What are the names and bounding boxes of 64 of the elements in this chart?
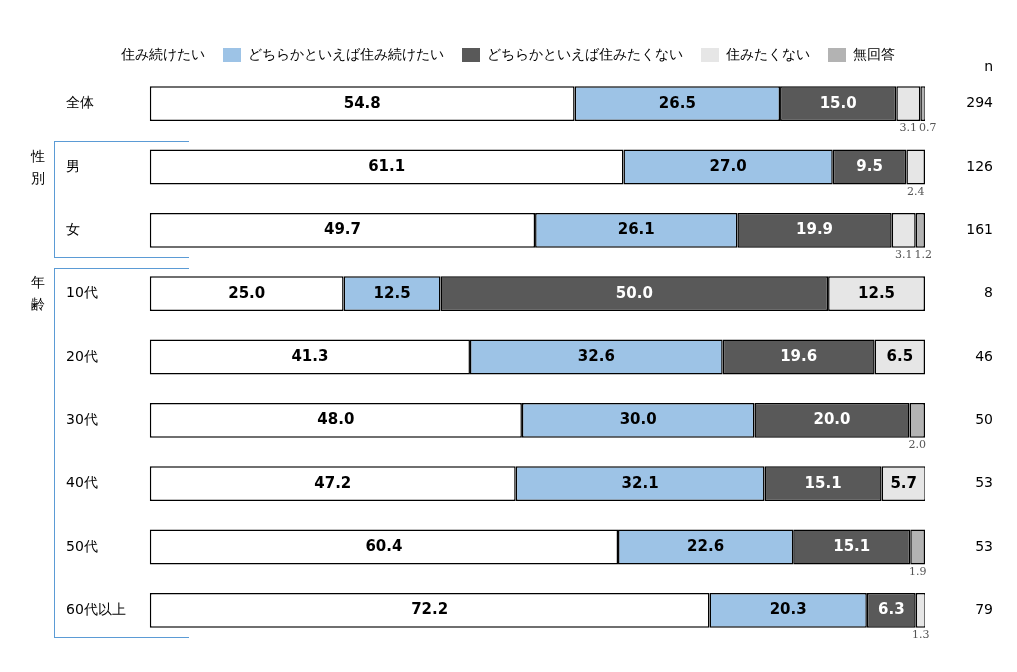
data-label: 19.9	[796, 220, 834, 239]
data-label: 26.1	[617, 220, 655, 239]
data-label: 3.1	[894, 248, 913, 262]
data-label: 72.2	[411, 600, 449, 619]
data-label: 15.0	[819, 93, 857, 112]
text: 126	[966, 157, 994, 174]
data-label: 9.5	[856, 156, 883, 175]
legend-label: どちらかといえば住みたくない	[487, 45, 683, 62]
text: 50	[975, 410, 993, 427]
y-tick-label: 50代	[66, 537, 98, 554]
y-tick-label: 女	[66, 220, 80, 237]
data-label: 32.1	[621, 473, 659, 492]
data-label: 12.5	[858, 283, 896, 302]
data-label: 5.7	[890, 473, 917, 492]
data-label: 6.3	[877, 600, 905, 619]
data-label: 1.2	[914, 248, 932, 262]
data-label: 1.3	[911, 628, 930, 642]
text: 294	[966, 94, 994, 111]
data-label: 12.5	[373, 283, 411, 302]
text: 8	[984, 284, 993, 301]
data-label: 27.0	[709, 156, 747, 175]
data-label: 61.1	[368, 156, 406, 175]
text: 年齢	[31, 274, 45, 313]
text: 性別	[30, 147, 45, 186]
data-label: 22.6	[687, 536, 725, 555]
text: n	[984, 58, 993, 75]
text: 53	[975, 474, 993, 491]
data-label: 0.7	[919, 121, 937, 135]
y-tick-label: 20代	[66, 347, 98, 364]
data-label: 20.0	[813, 410, 851, 429]
y-tick-label: 60代以上	[66, 600, 126, 617]
y-tick-label: 30代	[66, 410, 98, 427]
data-label: 49.7	[323, 220, 361, 239]
data-label: 19.6	[780, 346, 818, 365]
data-label: 15.1	[804, 473, 842, 492]
data-label: 41.3	[291, 346, 329, 365]
legend-label: 無回答	[853, 45, 895, 62]
data-label: 32.6	[577, 346, 615, 365]
text: 161	[966, 220, 993, 237]
y-tick-label: 10代	[66, 284, 98, 301]
data-label: 15.1	[833, 536, 871, 555]
text: 53	[975, 537, 993, 554]
data-label: 50.0	[615, 283, 653, 302]
data-label: 2.0	[908, 438, 926, 452]
data-label: 1.9	[908, 564, 927, 578]
data-label: 47.2	[314, 473, 352, 492]
y-tick-label: 全体	[66, 94, 94, 111]
data-label: 48.0	[317, 410, 355, 429]
data-label: 3.1	[899, 121, 918, 135]
data-label: 54.8	[343, 93, 381, 112]
data-label: 20.3	[769, 600, 807, 619]
data-label: 2.4	[906, 184, 925, 198]
data-label: 60.4	[365, 536, 403, 555]
text: 46	[975, 347, 994, 364]
legend-label: 住みたくない	[725, 45, 810, 62]
legend-label: どちらかといえば住み続けたい	[248, 45, 444, 62]
series-label: 住み続けたい	[120, 45, 205, 62]
data-label: 25.0	[228, 283, 266, 302]
data-label: 6.5	[886, 346, 914, 365]
data-label: 26.5	[658, 93, 696, 112]
y-tick-label: 男	[66, 157, 80, 174]
y-tick-label: 40代	[66, 474, 98, 491]
data-label: 30.0	[619, 410, 657, 429]
text: 79	[975, 600, 993, 617]
